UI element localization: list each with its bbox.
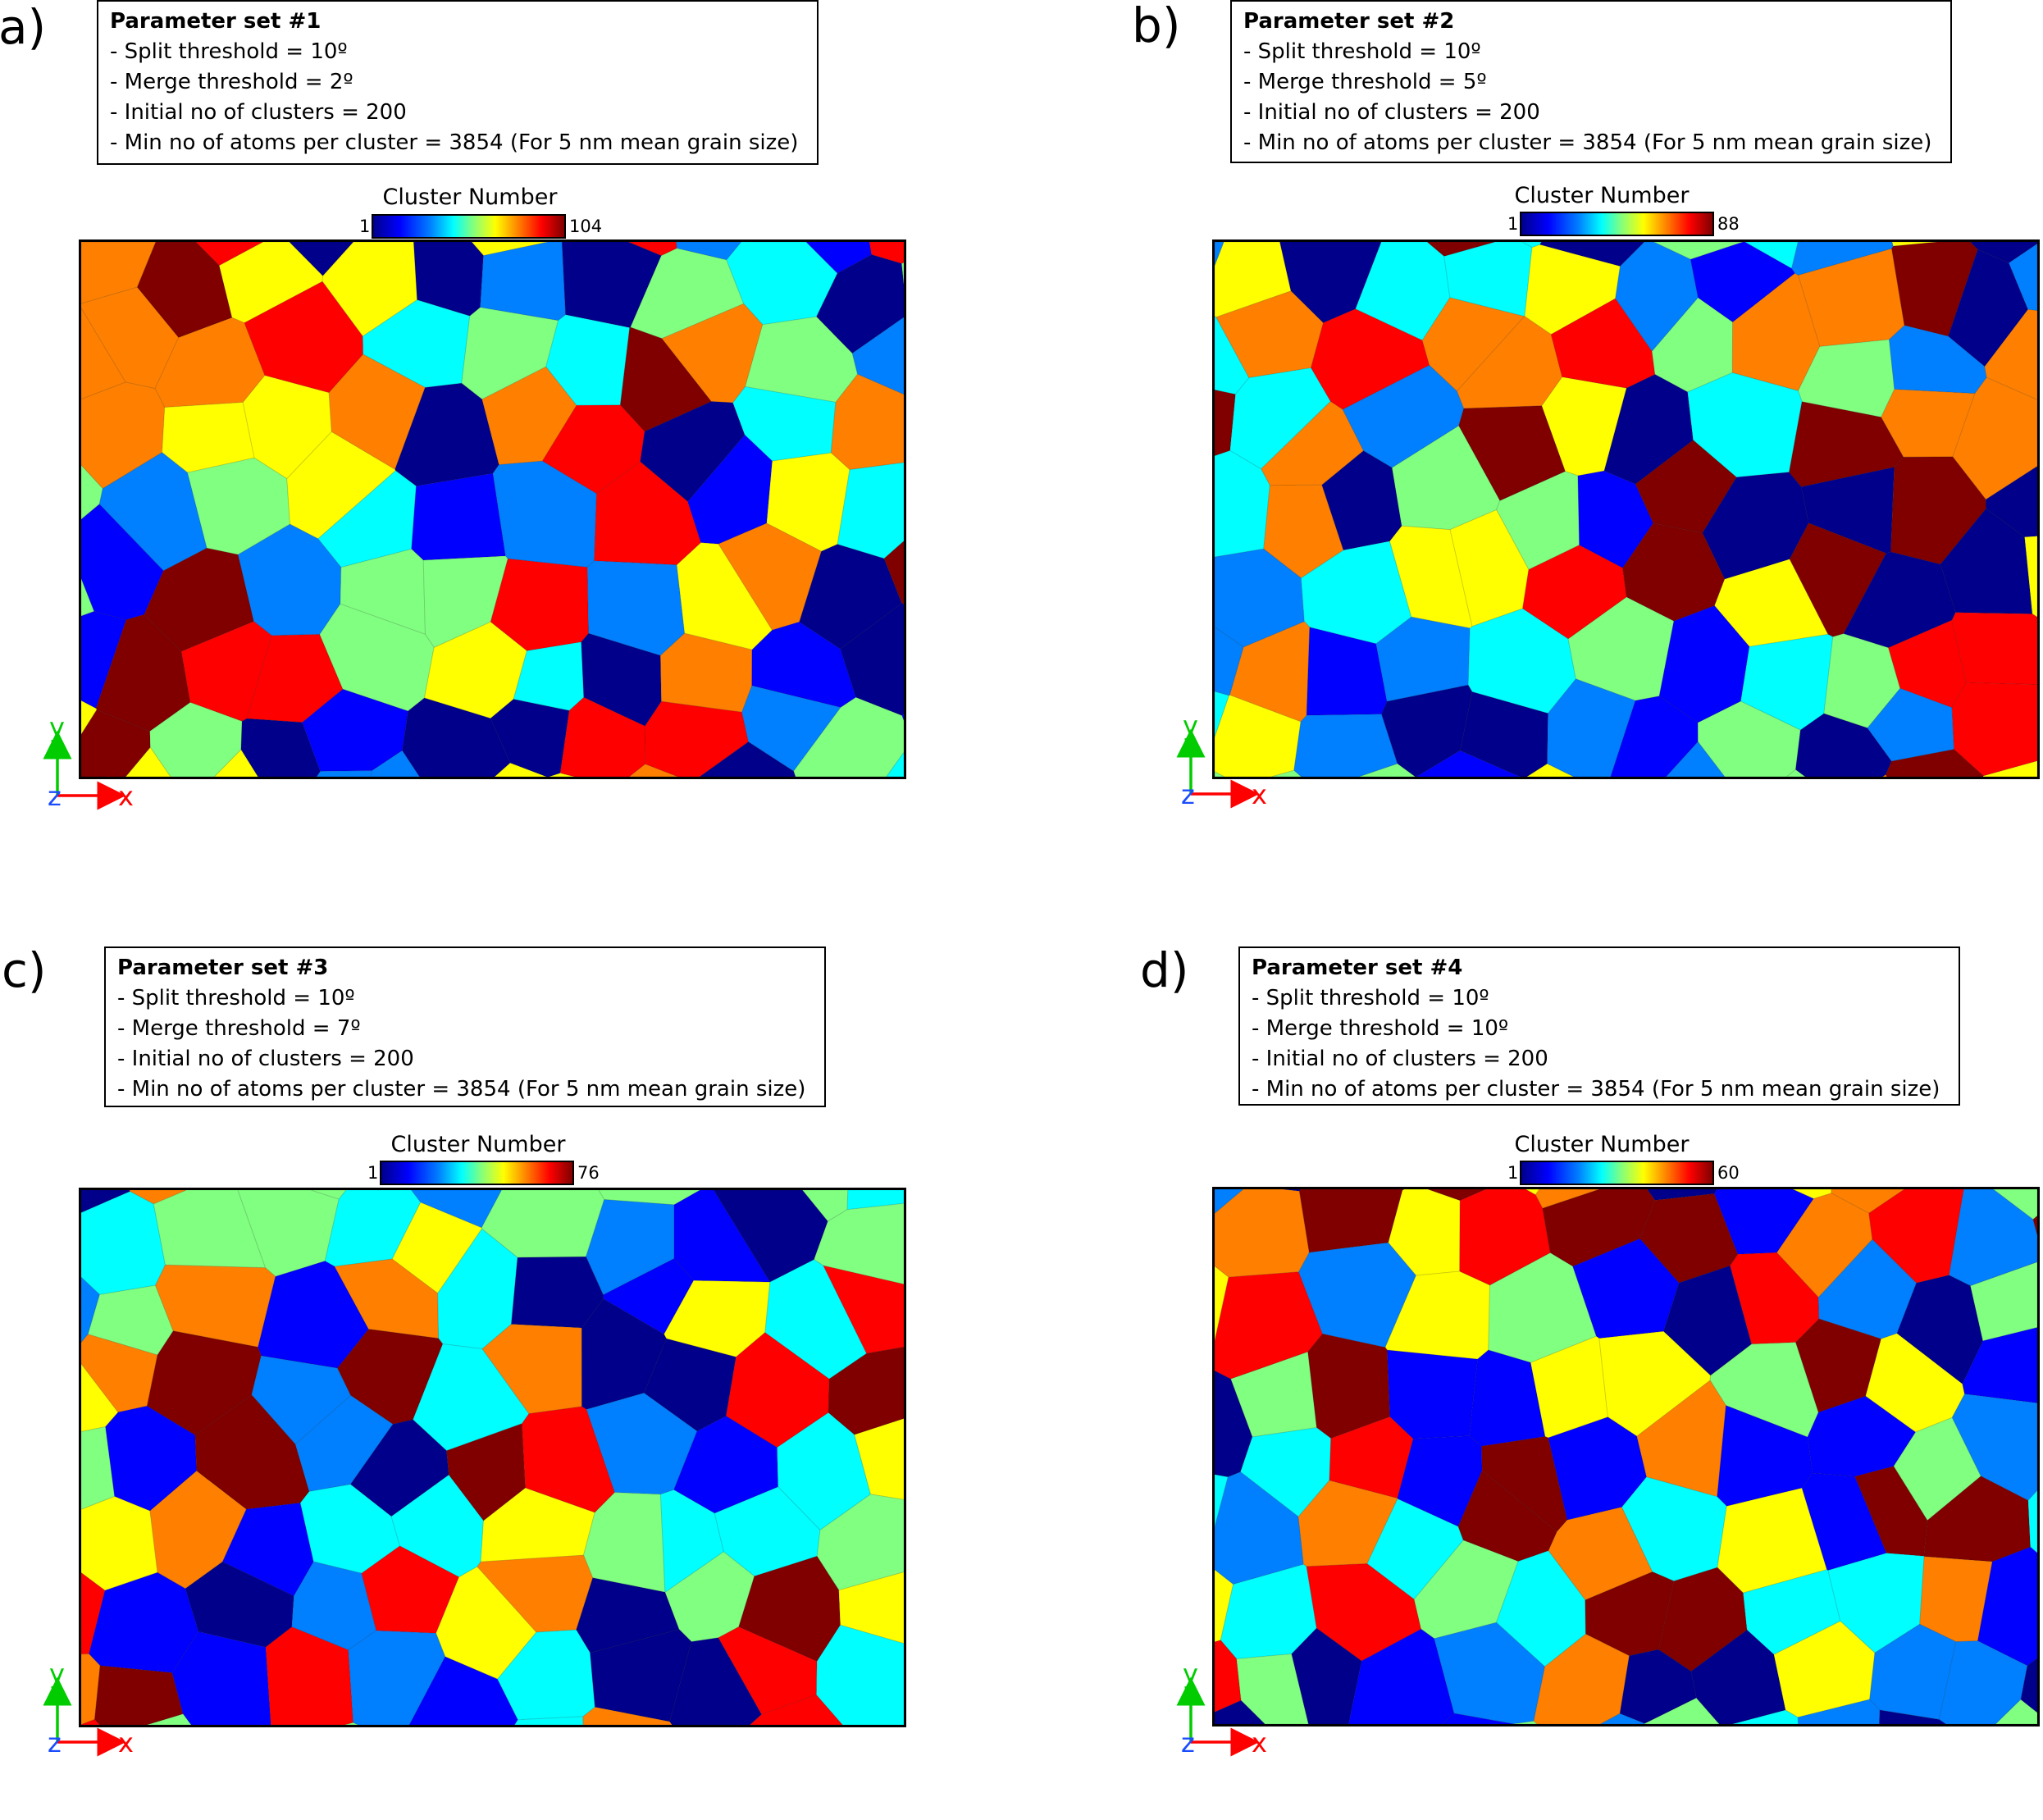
parameter-box: Parameter set #1 - Split threshold = 10º… (97, 0, 819, 165)
grain-cluster (81, 1192, 166, 1295)
panel-label: d) (1140, 946, 1188, 994)
parameter-box: Parameter set #3 - Split threshold = 10º… (104, 946, 826, 1107)
grain-map-canvas (81, 242, 904, 777)
grain-cluster (1294, 714, 1398, 777)
x-axis-label: x (118, 781, 134, 812)
colorbar-title: Cluster Number (1479, 183, 1725, 208)
parameter-line: - Split threshold = 10º (1243, 37, 1939, 67)
panel-a: a) Parameter set #1 - Split threshold = … (0, 0, 1021, 875)
parameter-title: Parameter set #4 (1252, 953, 1947, 983)
colorbar-min-label: 1 (359, 214, 370, 239)
colorbar-title: Cluster Number (347, 185, 593, 210)
x-axis-label: x (1252, 1727, 1267, 1758)
grain-cluster-map (79, 239, 906, 779)
y-axis-label: y (49, 1658, 65, 1690)
panel-label: a) (0, 3, 46, 51)
parameter-line: - Initial no of clusters = 200 (1252, 1044, 1947, 1074)
grain-cluster (317, 771, 372, 777)
grain-map-canvas (1215, 1189, 2037, 1724)
parameter-title: Parameter set #2 (1243, 7, 1939, 37)
parameter-line: - Merge threshold = 5º (1243, 67, 1939, 98)
parameter-line: - Min no of atoms per cluster = 3854 (Fo… (110, 128, 805, 158)
z-axis-label: z (48, 1727, 62, 1758)
grain-map-canvas (81, 1190, 904, 1725)
colorbar (1520, 212, 1714, 236)
colorbar-max-label: 76 (577, 1161, 600, 1185)
colorbar-max-label: 60 (1717, 1161, 1740, 1185)
grain-cluster (1215, 1189, 1309, 1277)
panel-label: c) (2, 946, 47, 994)
parameter-title: Parameter set #1 (110, 7, 805, 37)
parameter-box: Parameter set #4 - Split threshold = 10º… (1238, 946, 1960, 1106)
colorbar (372, 214, 566, 239)
grain-map-canvas (1215, 242, 2037, 777)
z-axis-label: z (1181, 1727, 1195, 1758)
colorbar-min-label: 1 (1507, 1161, 1518, 1185)
colorbar-title: Cluster Number (1479, 1132, 1725, 1157)
panel-b: b) Parameter set #2 - Split threshold = … (1133, 0, 2043, 875)
grain-cluster (1952, 613, 2037, 685)
parameter-line: - Min no of atoms per cluster = 3854 (Fo… (117, 1074, 813, 1105)
colorbar-max-label: 104 (569, 214, 602, 239)
colorbar-min-label: 1 (367, 1161, 378, 1185)
parameter-line: - Split threshold = 10º (110, 37, 805, 67)
parameter-title: Parameter set #3 (117, 953, 813, 983)
parameter-box: Parameter set #2 - Split threshold = 10º… (1230, 0, 1952, 163)
z-axis-label: z (1181, 779, 1195, 810)
parameter-line: - Initial no of clusters = 200 (110, 98, 805, 128)
colorbar (380, 1161, 574, 1185)
panel-label: b) (1132, 2, 1180, 49)
y-axis-label: y (1183, 1658, 1198, 1690)
grain-cluster-map (1212, 239, 2040, 779)
colorbar-max-label: 88 (1717, 212, 1740, 236)
parameter-line: - Min no of atoms per cluster = 3854 (Fo… (1243, 128, 1939, 158)
colorbar-title: Cluster Number (355, 1132, 601, 1157)
grain-cluster (1387, 1350, 1477, 1439)
z-axis-label: z (48, 781, 62, 812)
grain-cluster-map (79, 1188, 906, 1727)
parameter-line: - Split threshold = 10º (117, 983, 813, 1014)
parameter-line: - Merge threshold = 2º (110, 67, 805, 98)
y-axis-label: y (1183, 710, 1198, 741)
parameter-line: - Merge threshold = 7º (117, 1014, 813, 1044)
grain-cluster-map (1212, 1187, 2040, 1726)
grain-cluster (481, 242, 566, 321)
x-axis-label: x (118, 1727, 134, 1758)
parameter-line: - Initial no of clusters = 200 (1243, 98, 1939, 128)
parameter-line: - Initial no of clusters = 200 (117, 1044, 813, 1074)
parameter-line: - Merge threshold = 10º (1252, 1014, 1947, 1044)
panel-c: c) Parameter set #3 - Split threshold = … (0, 945, 1021, 1820)
parameter-line: - Min no of atoms per cluster = 3854 (Fo… (1252, 1074, 1947, 1105)
grain-cluster (412, 473, 506, 560)
panel-d: d) Parameter set #4 - Split threshold = … (1133, 945, 2043, 1820)
colorbar (1520, 1161, 1714, 1185)
parameter-line: - Split threshold = 10º (1252, 983, 1947, 1014)
x-axis-label: x (1252, 779, 1267, 810)
colorbar-min-label: 1 (1507, 212, 1518, 236)
y-axis-label: y (49, 712, 65, 743)
